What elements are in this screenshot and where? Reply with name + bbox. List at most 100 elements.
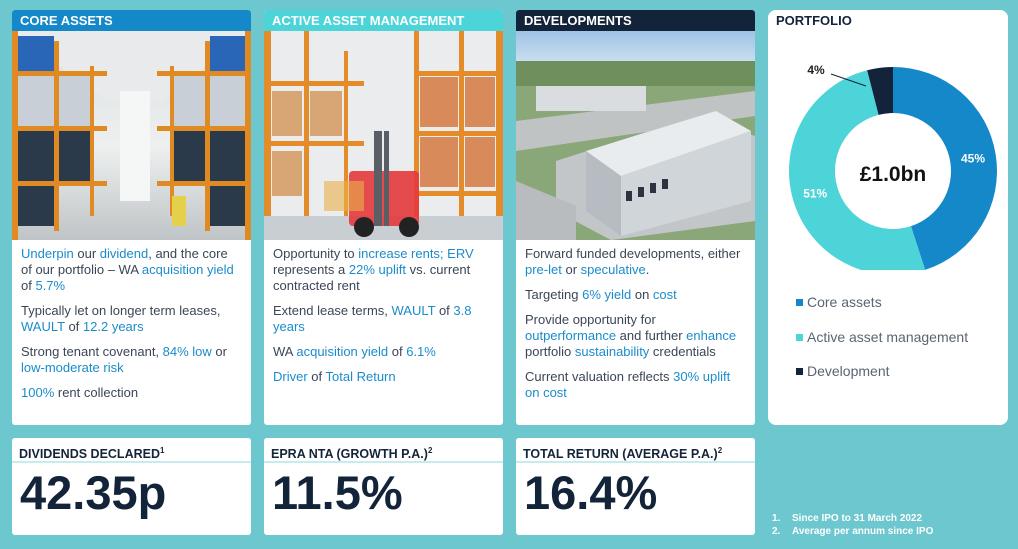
highlight-text: increase rents; ERV xyxy=(358,246,474,261)
body-text-span: of xyxy=(307,369,326,384)
body-text-span: , and the core of our portfolio – WA xyxy=(21,246,228,277)
body-text-span: vs. current contracted rent xyxy=(273,262,471,293)
portfolio-card: PORTFOLIO 45% 51% 4% £1.0bn Core assets Ac… xyxy=(768,10,1008,425)
core-assets-card: CORE ASSETS xyxy=(12,10,251,425)
developments-line: Provide opportunity for outperformance a… xyxy=(525,312,746,360)
highlight-text: acquisition yield xyxy=(296,344,389,359)
core-assets-line: 100% rent collection xyxy=(21,385,242,401)
dividends-declared-card: DIVIDENDS DECLARED1 42.35p xyxy=(12,438,251,535)
body-text-span: of xyxy=(388,344,407,359)
highlight-text: 6.1% xyxy=(406,344,436,359)
body-text-span: our xyxy=(73,246,100,261)
footnote: 1. Since IPO to 31 March 2022 xyxy=(772,513,923,524)
highlight-text: dividend xyxy=(99,246,149,261)
body-text-span: on xyxy=(631,287,653,302)
core-assets-line: Strong tenant covenant, 84% low or low-m… xyxy=(21,344,242,376)
legend-swatch xyxy=(796,299,803,306)
highlight-text: WAULT xyxy=(391,303,436,318)
legend-label: Development xyxy=(807,363,890,379)
highlight-text: 30% uplift on cost xyxy=(525,369,731,400)
highlight-text: cost xyxy=(652,287,677,302)
highlight-text: pre-let xyxy=(525,262,562,277)
active-asset-management-card: ACTIVE ASSET MANAGEMENT Opportunity to i… xyxy=(264,10,503,425)
highlight-text: speculative xyxy=(580,262,646,277)
body-text-span: rent collection xyxy=(54,385,139,400)
highlight-text: 6% yield xyxy=(582,287,632,302)
body-text-span: Forward funded developments, either xyxy=(525,246,741,261)
highlight-text: 22% uplift xyxy=(348,262,406,277)
body-text-span: Typically let on longer term leases, xyxy=(21,303,221,318)
highlight-text: Driver xyxy=(273,369,308,384)
highlight-text: low-moderate risk xyxy=(21,360,124,375)
legend-item-core-assets: Core assets xyxy=(796,294,882,310)
developments-text: Forward funded developments, either pre-… xyxy=(516,240,755,401)
aam-line: WA acquisition yield of 6.1% xyxy=(273,344,494,360)
donut-slice-label: 45% xyxy=(961,151,985,165)
legend-label: Active asset management xyxy=(807,329,969,345)
developments-line: Forward funded developments, either pre-… xyxy=(525,246,746,278)
divider xyxy=(264,461,503,463)
highlight-text: outperformance xyxy=(525,328,617,343)
body-text-span: Strong tenant covenant, xyxy=(21,344,163,359)
aam-line: Opportunity to increase rents; ERV repre… xyxy=(273,246,494,294)
legend-swatch xyxy=(796,368,803,375)
body-text-span: or xyxy=(211,344,227,359)
active-asset-management-title: ACTIVE ASSET MANAGEMENT xyxy=(264,10,503,31)
epra-nta-value: 11.5% xyxy=(272,466,403,519)
body-text-span: WA xyxy=(273,344,297,359)
legend-label: Core assets xyxy=(807,294,882,310)
dividends-declared-label: DIVIDENDS DECLARED1 xyxy=(12,438,251,461)
highlight-text: WAULT xyxy=(21,319,65,334)
highlight-text: sustainability xyxy=(574,344,650,359)
aam-line: Extend lease terms, WAULT of 3.8 years xyxy=(273,303,494,335)
donut-slice-label: 51% xyxy=(803,187,827,201)
body-text-span: of xyxy=(435,303,454,318)
forklift-warehouse-photo xyxy=(264,31,503,240)
developments-line: Current valuation reflects 30% uplift on… xyxy=(525,369,746,401)
body-text-span: portfolio xyxy=(525,344,575,359)
dividends-declared-value: 42.35p xyxy=(20,466,167,519)
portfolio-donut-chart: 45% 51% 4% £1.0bn xyxy=(789,63,998,270)
donut-center-label: £1.0bn xyxy=(860,163,927,186)
active-asset-management-text: Opportunity to increase rents; ERV repre… xyxy=(264,240,503,385)
body-text-span: or xyxy=(561,262,581,277)
core-assets-line: Typically let on longer term leases, WAU… xyxy=(21,303,242,335)
highlight-text: 3.8 years xyxy=(273,303,472,334)
donut-slice-core-assets xyxy=(893,67,998,270)
warehouse-racking-photo xyxy=(12,31,251,240)
donut-slice-active-asset-management xyxy=(789,70,926,270)
body-text-span: and further xyxy=(616,328,687,343)
body-text-span: represents a xyxy=(273,262,349,277)
total-return-card: TOTAL RETURN (AVERAGE P.A.)2 16.4% xyxy=(516,438,755,535)
body-text-span: Extend lease terms, xyxy=(273,303,392,318)
highlight-text: 12.2 years xyxy=(82,319,144,334)
aerial-logistics-park-photo xyxy=(516,31,755,240)
highlight-text: 84% low xyxy=(162,344,212,359)
core-assets-text: Underpin our dividend, and the core of o… xyxy=(12,240,251,401)
body-text-span: credentials xyxy=(649,344,716,359)
body-text-span: Opportunity to xyxy=(273,246,359,261)
body-text-span: Current valuation reflects xyxy=(525,369,674,384)
footnote: 2. Average per annum since IPO xyxy=(772,526,934,537)
highlight-text: 5.7% xyxy=(35,278,66,293)
epra-nta-card: EPRA NTA (GROWTH P.A.)2 11.5% xyxy=(264,438,503,535)
legend-item-active-asset-management: Active asset management xyxy=(796,329,968,345)
core-assets-title: CORE ASSETS xyxy=(12,10,251,31)
legend-item-development: Development xyxy=(796,363,890,379)
body-text-span: of xyxy=(21,278,36,293)
highlight-text: 100% xyxy=(21,385,55,400)
body-text-span: of xyxy=(64,319,83,334)
footnotes: 1. Since IPO to 31 March 2022 2. Average p… xyxy=(772,512,933,538)
donut-slice-development xyxy=(867,67,893,115)
epra-nta-label: EPRA NTA (GROWTH P.A.)2 xyxy=(264,438,503,461)
developments-title: DEVELOPMENTS xyxy=(516,10,755,31)
highlight-text: acquisition yield xyxy=(141,262,234,277)
highlight-text: Underpin xyxy=(21,246,74,261)
highlight-text: enhance xyxy=(686,328,737,343)
developments-card: DEVELOPMENTS Forward funded developments… xyxy=(516,10,755,425)
legend-swatch xyxy=(796,334,803,341)
total-return-label: TOTAL RETURN (AVERAGE P.A.)2 xyxy=(516,438,755,461)
highlight-text: Total Return xyxy=(325,369,396,384)
aam-line: Driver of Total Return xyxy=(273,369,494,385)
body-text-span: Targeting xyxy=(525,287,583,302)
